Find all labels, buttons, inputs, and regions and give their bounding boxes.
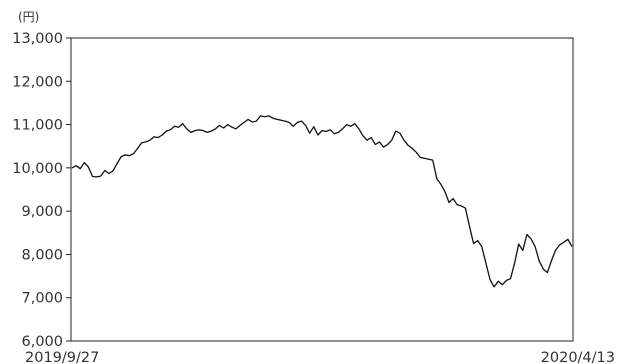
y-tick-label: 10,000 (12, 161, 63, 177)
y-tick-label: 11,000 (12, 118, 63, 134)
y-tick-label: 6,000 (21, 334, 63, 350)
x-tick-label-start: 2019/9/27 (25, 350, 99, 364)
x-tick-label-end: 2020/4/13 (541, 350, 615, 364)
y-tick-label: 8,000 (21, 247, 63, 263)
x-axis: 2019/9/27 2020/4/13 (25, 350, 615, 364)
y-tick-label: 12,000 (12, 74, 63, 90)
plot-frame (70, 37, 574, 342)
y-tick-label: 7,000 (21, 291, 63, 307)
y-axis: 13,000 12,000 11,000 10,000 9,000 8,000 7,000 6… (12, 31, 71, 350)
y-unit-label: (円) (18, 10, 39, 24)
y-tick-label: 9,000 (21, 204, 63, 220)
y-tick-label: 13,000 (12, 31, 63, 47)
series-line (71, 115, 573, 288)
